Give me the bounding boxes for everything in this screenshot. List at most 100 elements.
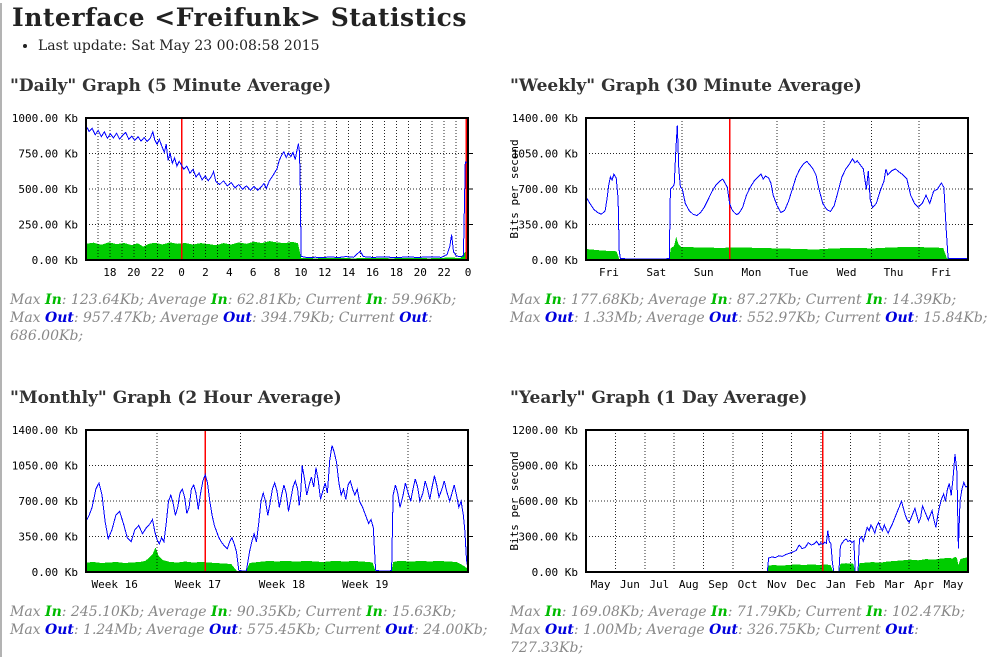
x-tick-label: Sat <box>646 266 666 279</box>
x-tick-label: 18 <box>103 266 116 279</box>
stats-line-out: Max Out: 1.00Mb; Average Out: 326.75Kb; … <box>510 621 919 656</box>
monthly-out-line <box>85 444 469 572</box>
graph-heading-yearly: "Yearly" Graph (1 Day Average) <box>510 387 808 408</box>
in-keyword: In <box>545 292 562 308</box>
stats-line-in: Max In: 177.68Kb; Average In: 87.27Kb; C… <box>510 292 957 308</box>
graph-section-daily: "Daily" Graph (5 Minute Average) 1000.00… <box>2 62 502 346</box>
graph-section-monthly: "Monthly" Graph (2 Hour Average) 1400.00… <box>2 374 502 657</box>
x-tick-label: Jun <box>620 578 640 591</box>
in-keyword: In <box>211 292 228 308</box>
x-tick-label: Feb <box>855 578 875 591</box>
in-keyword: In <box>366 292 383 308</box>
graph-section-yearly: "Yearly" Graph (1 Day Average) 1200.00 K… <box>502 374 990 657</box>
y-axis-title: Bits per second <box>508 139 521 238</box>
plot-border <box>585 428 969 573</box>
x-tick-label: Week 16 <box>91 578 137 591</box>
in-keyword: In <box>45 292 62 308</box>
yearly-graph-image: 1200.00 Kb 900.00 Kb 600.00 Kb 300.00 Kb 0.0… <box>502 422 990 594</box>
daily-out-line <box>85 125 469 259</box>
y-tick-label: 750.00 Kb <box>18 148 78 161</box>
x-tick-label: Nov <box>767 578 787 591</box>
x-tick-label: 12 <box>318 266 331 279</box>
y-tick-label: 500.00 Kb <box>18 183 78 196</box>
x-tick-label: 16 <box>366 266 379 279</box>
graph-section-weekly: "Weekly" Graph (30 Minute Average) 1400.… <box>502 62 990 346</box>
y-tick-label: 1050.00 Kb <box>512 148 578 161</box>
daily-graph-image: 1000.00 Kb 750.00 Kb 500.00 Kb 250.00 Kb 0.0… <box>2 110 502 282</box>
weekly-graph-image: 1400.00 Kb 1050.00 Kb 700.00 Kb 350.00 Kb 0.… <box>502 110 990 282</box>
y-tick-label: 700.00 Kb <box>518 183 578 196</box>
in-keyword: In <box>711 292 728 308</box>
out-keyword: Out <box>709 309 739 326</box>
graphs-grid: "Daily" Graph (5 Minute Average) 1000.00… <box>2 62 990 657</box>
daily-stats: Max In: 123.64Kb; Average In: 62.81Kb; C… <box>10 292 502 346</box>
y-tick-label: 250.00 Kb <box>18 219 78 232</box>
y-tick-label: 1400.00 Kb <box>512 112 578 125</box>
out-keyword: Out <box>545 309 574 326</box>
y-tick-label: 0.00 Kb <box>532 566 578 579</box>
out-keyword: Out <box>209 621 239 638</box>
yearly-out-line <box>766 453 969 573</box>
out-keyword: Out <box>399 309 429 326</box>
x-tick-label: Mon <box>741 266 761 279</box>
x-tick-label: Apr <box>914 578 934 591</box>
y-tick-label: 1200.00 Kb <box>512 424 578 437</box>
stats-line-out: Max Out: 1.24Mb; Average Out: 575.45Kb; … <box>10 621 488 638</box>
x-tick-label: Fri <box>599 266 619 279</box>
y-tick-label: 700.00 Kb <box>18 495 78 508</box>
monthly-graph-image: 1400.00 Kb 1050.00 Kb 700.00 Kb 350.00 Kb 0.… <box>2 422 502 594</box>
x-tick-label: 22 <box>438 266 451 279</box>
last-update-text: Last update: Sat May 23 00:08:58 2015 <box>38 38 990 54</box>
chart-svg-monthly: 1400.00 Kb 1050.00 Kb 700.00 Kb 350.00 Kb 0.… <box>12 424 473 591</box>
stats-line-out: Max Out: 1.33Mb; Average Out: 552.97Kb; … <box>510 309 988 326</box>
x-tick-label: 0 <box>465 266 472 279</box>
y-tick-label: 1400.00 Kb <box>12 424 78 437</box>
page-title: Interface <Freifunk> Statistics <box>12 3 467 32</box>
x-tick-label: Aug <box>679 578 699 591</box>
x-tick-label: Fri <box>931 266 951 279</box>
y-tick-label: 0.00 Kb <box>32 254 78 267</box>
y-tick-label: 900.00 Kb <box>518 459 578 472</box>
yearly-in-area <box>767 556 968 572</box>
x-tick-label: Oct <box>738 578 758 591</box>
y-tick-label: 1000.00 Kb <box>12 112 78 125</box>
chart-svg-daily: 1000.00 Kb 750.00 Kb 500.00 Kb 250.00 Kb 0.0… <box>12 112 473 279</box>
x-tick-label: Jan <box>826 578 846 591</box>
chart-svg-yearly: 1200.00 Kb 900.00 Kb 600.00 Kb 300.00 Kb 0.0… <box>508 424 973 591</box>
y-tick-label: 600.00 Kb <box>518 495 578 508</box>
in-keyword: In <box>211 603 228 620</box>
x-tick-label: 20 <box>127 266 140 279</box>
in-keyword: In <box>866 603 883 620</box>
y-tick-label: 1050.00 Kb <box>12 459 78 472</box>
x-tick-label: Sun <box>694 266 714 279</box>
weekly-out-line <box>585 125 968 260</box>
x-tick-label: 10 <box>294 266 307 279</box>
x-tick-label: Jul <box>649 578 669 591</box>
out-keyword: Out <box>885 309 915 326</box>
yearly-stats: Max In: 169.08Kb; Average In: 71.79Kb; C… <box>510 604 990 657</box>
y-tick-label: 0.00 Kb <box>32 566 78 579</box>
y-tick-label: 300.00 Kb <box>518 530 578 543</box>
out-keyword: Out <box>223 309 252 326</box>
x-tick-label: May <box>944 578 964 591</box>
chart-svg-weekly: 1400.00 Kb 1050.00 Kb 700.00 Kb 350.00 Kb 0.… <box>508 112 973 279</box>
stats-line-out: Max Out: 957.47Kb; Average Out: 394.79Kb… <box>10 309 433 344</box>
out-keyword: Out <box>885 621 915 638</box>
x-tick-label: Week 17 <box>175 578 221 591</box>
plot-border <box>85 428 469 573</box>
x-tick-label: 18 <box>390 266 403 279</box>
out-keyword: Out <box>385 621 415 638</box>
stats-line-in: Max In: 245.10Kb; Average In: 90.35Kb; C… <box>10 603 457 620</box>
x-tick-label: 8 <box>274 266 281 279</box>
graph-heading-monthly: "Monthly" Graph (2 Hour Average) <box>10 387 342 408</box>
in-keyword: In <box>545 603 562 620</box>
weekly-in-area <box>586 236 968 260</box>
weekly-stats: Max In: 177.68Kb; Average In: 87.27Kb; C… <box>510 292 990 328</box>
x-tick-label: Wed <box>837 266 857 279</box>
stats-line-in: Max In: 123.64Kb; Average In: 62.81Kb; C… <box>10 292 457 308</box>
x-tick-label: 14 <box>342 266 356 279</box>
graph-heading-weekly: "Weekly" Graph (30 Minute Average) <box>510 76 862 96</box>
x-tick-label: 20 <box>414 266 427 279</box>
x-tick-label: Week 18 <box>259 578 305 591</box>
out-keyword: Out <box>709 621 739 638</box>
